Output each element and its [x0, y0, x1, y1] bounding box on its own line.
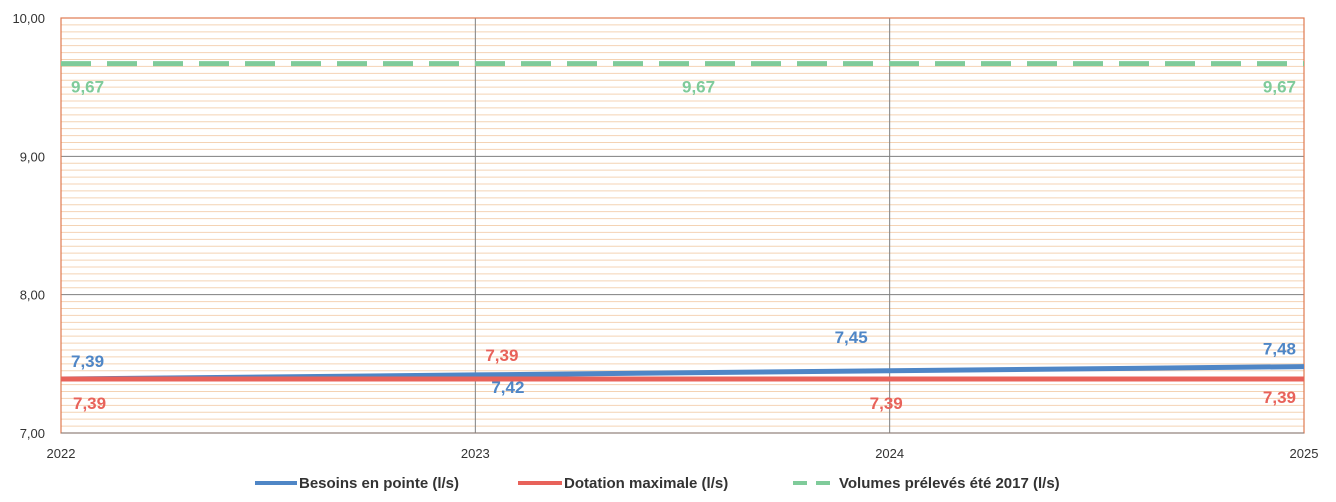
data-label: 7,39: [71, 352, 104, 371]
x-tick-label: 2023: [461, 446, 490, 461]
data-label: 7,39: [73, 394, 106, 413]
data-label: 9,67: [71, 78, 104, 97]
data-label: 7,45: [835, 328, 868, 347]
data-label: 7,48: [1263, 340, 1296, 359]
y-tick-label: 8,00: [20, 288, 45, 303]
legend-label: Volumes prélevés été 2017 (l/s): [839, 475, 1060, 492]
x-tick-label: 2022: [47, 446, 76, 461]
grid: [61, 18, 1304, 433]
data-label: 7,39: [870, 394, 903, 413]
x-tick-label: 2024: [875, 446, 904, 461]
data-label: 7,39: [485, 346, 518, 365]
y-tick-label: 7,00: [20, 426, 45, 441]
series-lines: [60, 61, 1305, 382]
y-tick-label: 9,00: [20, 149, 45, 164]
legend-label: Besoins en pointe (l/s): [299, 475, 459, 492]
legend-label: Dotation maximale (l/s): [564, 475, 728, 492]
x-tick-label: 2025: [1290, 446, 1319, 461]
axes: 7,00 8,00 9,00 10,00 2022 2023 2024 2025: [12, 11, 1318, 461]
data-label: 7,39: [1263, 388, 1296, 407]
data-label: 9,67: [1263, 78, 1296, 97]
y-tick-label: 10,00: [12, 11, 45, 26]
data-label: 9,67: [682, 78, 715, 97]
data-label: 7,42: [491, 378, 524, 397]
data-labels: 7,39 7,42 7,45 7,48 7,39 7,39 7,39 7,39 9,67 9,67…: [71, 78, 1296, 413]
legend: Besoins en pointe (l/s) Dotation maximale…: [255, 475, 1060, 492]
